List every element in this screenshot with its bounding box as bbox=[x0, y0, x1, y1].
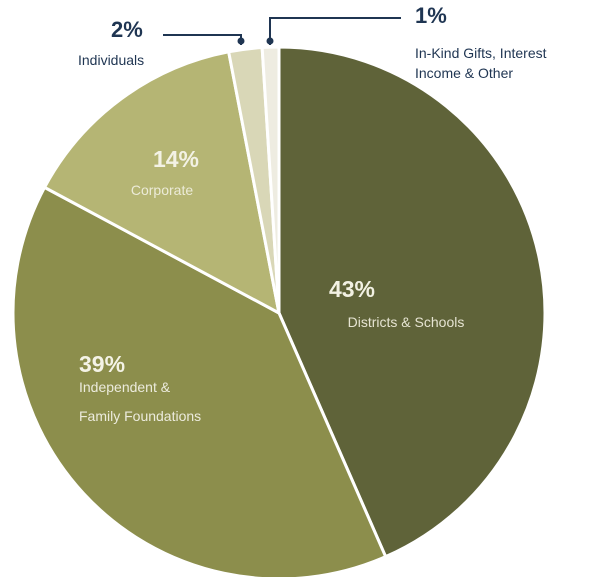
pie-slice-corporate bbox=[42, 50, 282, 316]
leader-dot-individuals bbox=[237, 37, 245, 45]
slice-label-corporate: Corporate bbox=[131, 182, 193, 198]
pie-slice-inkind bbox=[260, 45, 281, 314]
slice-pct-label-inkind: 1% bbox=[415, 3, 447, 28]
pie-slice-foundations bbox=[11, 185, 388, 577]
slice-label-inkind-line1: In-Kind Gifts, Interest bbox=[415, 45, 547, 61]
slice-label-inkind-line2: Income & Other bbox=[415, 65, 513, 81]
slice-pct-label-foundations: 39% bbox=[79, 351, 125, 377]
leader-line-individuals bbox=[163, 34, 242, 45]
slice-label-foundations-line1: Independent & bbox=[79, 379, 171, 395]
slice-label-foundations-line2: Family Foundations bbox=[79, 408, 201, 424]
pie-slices bbox=[11, 45, 547, 577]
pie-slice-districts bbox=[277, 45, 547, 559]
leader-line-inkind bbox=[269, 17, 401, 45]
leader-dot-inkind bbox=[266, 37, 274, 45]
slice-label-districts: Districts & Schools bbox=[348, 314, 465, 330]
slice-label-individuals: Individuals bbox=[78, 52, 144, 68]
slice-pct-label-individuals: 2% bbox=[111, 17, 143, 42]
slice-pct-label-districts: 43% bbox=[329, 276, 375, 302]
slice-pct-label-corporate: 14% bbox=[153, 146, 199, 172]
